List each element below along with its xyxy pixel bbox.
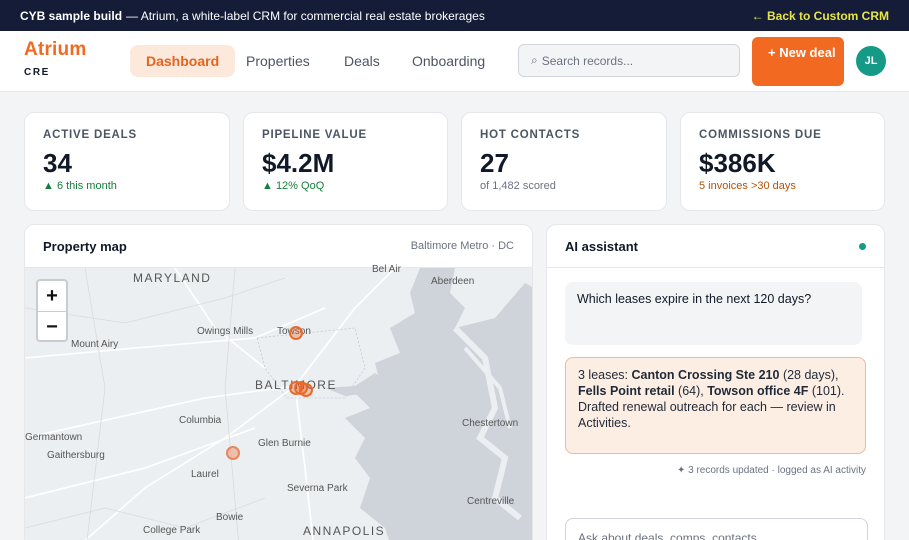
property-pin[interactable] bbox=[299, 383, 313, 397]
lease-note: (64), bbox=[674, 384, 708, 398]
zoom-control: + − bbox=[36, 279, 68, 342]
map-label-owings-mills: Owings Mills bbox=[197, 326, 254, 337]
map-region: Baltimore Metro · DC bbox=[410, 240, 514, 252]
tab-dashboard[interactable]: Dashboard bbox=[130, 45, 236, 77]
tab-properties[interactable]: Properties bbox=[246, 53, 310, 69]
map-label-laurel: Laurel bbox=[191, 469, 219, 480]
map-label-germantown: Germantown bbox=[25, 432, 83, 443]
search-input[interactable] bbox=[541, 53, 722, 68]
kpi-card-pipeline-value[interactable]: PIPELINE VALUE $4.2M ▲ 12% QoQ bbox=[243, 112, 448, 211]
kpi-label: ACTIVE DEALS bbox=[43, 129, 137, 141]
map-label-gaithersburg: Gaithersburg bbox=[47, 450, 105, 461]
tab-onboarding[interactable]: Onboarding bbox=[412, 53, 486, 69]
map-label-glen-burnie: Glen Burnie bbox=[258, 438, 311, 449]
panel-title: Property map bbox=[43, 238, 127, 254]
kpi-label: HOT CONTACTS bbox=[480, 129, 581, 141]
new-deal-button[interactable]: + New deal bbox=[752, 37, 844, 86]
kpi-label: COMMISSIONS DUE bbox=[699, 129, 822, 141]
property-pin[interactable] bbox=[226, 446, 240, 460]
kpi-value: 27 bbox=[480, 148, 509, 178]
back-link[interactable]: ← Back to Custom CRM bbox=[751, 8, 889, 23]
answer-intro: 3 leases: bbox=[578, 368, 632, 382]
map-label-college-park: College Park bbox=[143, 525, 201, 536]
panel-header: AI assistant bbox=[547, 225, 884, 268]
lease-note: (101). Drafted renewal outreach for each… bbox=[578, 384, 845, 430]
assistant-message: 3 leases: Canton Crossing Ste 210 (28 da… bbox=[565, 357, 866, 454]
map-canvas[interactable]: + − MARYLAND Bel Air Aberdeen Owings Mil… bbox=[25, 264, 532, 540]
kpi-card-hot-contacts[interactable]: HOT CONTACTS 27 of 1,482 scored bbox=[461, 112, 667, 211]
kpi-value: $4.2M bbox=[262, 148, 335, 178]
kpi-trend: ▲ 6 this month bbox=[43, 180, 117, 192]
lease-note: (28 days), bbox=[779, 368, 839, 382]
kpi-label: PIPELINE VALUE bbox=[262, 129, 367, 141]
zoom-out-button[interactable]: − bbox=[38, 311, 66, 341]
brand-name: Atrium bbox=[24, 39, 87, 60]
map-label-mount-airy: Mount Airy bbox=[71, 339, 119, 350]
map-basemap bbox=[25, 268, 532, 540]
tab-deals[interactable]: Deals bbox=[344, 53, 380, 69]
banner-title: CYB sample build bbox=[20, 8, 123, 23]
kpi-value: 34 bbox=[43, 148, 72, 178]
brand-logo[interactable]: Atrium CRE bbox=[24, 39, 86, 78]
property-map-panel: Property map Baltimore Metro · DC bbox=[24, 224, 533, 540]
online-status-dot bbox=[859, 242, 866, 250]
avatar[interactable]: JL bbox=[856, 46, 886, 76]
property-pin[interactable] bbox=[289, 326, 303, 340]
zoom-in-button[interactable]: + bbox=[46, 285, 58, 307]
ai-assistant-panel: AI assistant Which leases expire in the … bbox=[546, 224, 885, 540]
ask-box[interactable] bbox=[565, 518, 868, 540]
kpi-trend: ▲ 12% QoQ bbox=[262, 180, 325, 192]
brand-tagline: CRE bbox=[24, 67, 50, 78]
user-message: Which leases expire in the next 120 days… bbox=[565, 282, 862, 345]
lease-name: Towson office 4F bbox=[707, 384, 809, 398]
map-label-columbia: Columbia bbox=[179, 415, 222, 426]
panel-title: AI assistant bbox=[565, 238, 638, 254]
kpi-card-commissions-due[interactable]: COMMISSIONS DUE $386K 5 invoices >30 day… bbox=[680, 112, 885, 211]
map-label-severna-park: Severna Park bbox=[287, 483, 348, 494]
map-label-annapolis: ANNAPOLIS bbox=[303, 524, 386, 538]
search-box[interactable]: ⌕ bbox=[518, 44, 740, 77]
map-label-centreville: Centreville bbox=[467, 496, 515, 507]
main-nav: Atrium CRE Dashboard Properties Deals On… bbox=[0, 31, 909, 92]
kpi-subtext: 5 invoices >30 days bbox=[699, 180, 796, 192]
ask-input[interactable] bbox=[578, 531, 855, 540]
banner-description: — Atrium, a white-label CRM for commerci… bbox=[126, 8, 485, 23]
top-banner: CYB sample build — Atrium, a white-label… bbox=[0, 0, 909, 31]
search-icon: ⌕ bbox=[531, 53, 538, 67]
map-label-maryland: MARYLAND bbox=[133, 271, 212, 285]
kpi-value: $386K bbox=[699, 148, 776, 178]
lease-name: Canton Crossing Ste 210 bbox=[631, 368, 780, 382]
map-label-bel-air: Bel Air bbox=[372, 264, 401, 275]
kpi-subtext: of 1,482 scored bbox=[480, 180, 556, 192]
panel-header: Property map Baltimore Metro · DC bbox=[25, 225, 532, 268]
kpi-card-active-deals[interactable]: ACTIVE DEALS 34 ▲ 6 this month bbox=[24, 112, 230, 211]
map-label-chestertown: Chestertown bbox=[462, 418, 519, 429]
map-label-bowie: Bowie bbox=[216, 512, 244, 523]
map-label-aberdeen: Aberdeen bbox=[431, 276, 475, 287]
ai-activity-note: ✦ 3 records updated · logged as AI activ… bbox=[676, 465, 866, 476]
lease-name: Fells Point retail bbox=[578, 384, 675, 398]
